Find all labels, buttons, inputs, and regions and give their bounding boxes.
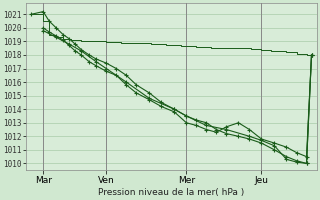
X-axis label: Pression niveau de la mer( hPa ): Pression niveau de la mer( hPa ) <box>98 188 244 197</box>
